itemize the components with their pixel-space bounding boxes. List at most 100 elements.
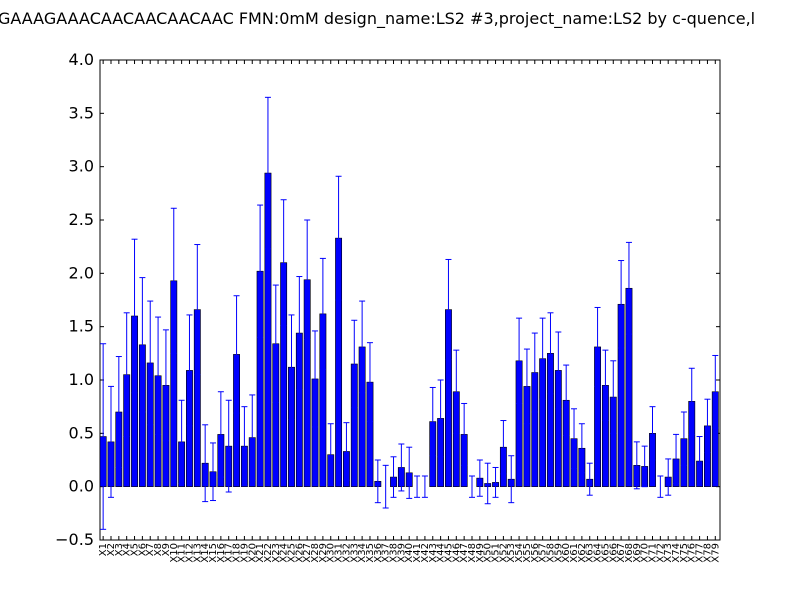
x-tick-label: X16 (216, 543, 227, 563)
x-tick-label: X75 (679, 543, 690, 563)
error-bar-X25 (288, 314, 295, 420)
error-bar-X57 (539, 317, 546, 400)
y-tick-label: 0.5 (69, 423, 94, 442)
error-bar-X26 (296, 276, 303, 391)
x-tick-label: X71 (648, 543, 659, 563)
x-axis: X1X2X3X4X5X6X7X8X9X10X11X12X13X14X15X16X… (98, 60, 721, 563)
x-tick-label: X10 (169, 543, 180, 563)
x-tick-label: X22 (263, 543, 274, 563)
error-bar-X58 (547, 312, 554, 395)
x-tick-label: X72 (655, 543, 666, 563)
x-tick-label: X2 (106, 543, 117, 556)
x-tick-label: X4 (122, 543, 133, 556)
error-bar-X78 (704, 398, 711, 454)
error-bar-X72 (657, 475, 664, 498)
y-tick-label: −0.5 (55, 530, 94, 549)
error-bar-X61 (571, 408, 578, 470)
error-bar-X48 (469, 475, 475, 498)
error-bar-X42 (421, 475, 428, 498)
error-bar-X46 (453, 349, 460, 434)
error-bar-X76 (688, 367, 695, 435)
error-bar-X32 (343, 422, 350, 481)
error-bar-X15 (210, 442, 217, 502)
x-tick-label: X43 (428, 543, 439, 563)
error-bar-X18 (233, 295, 240, 414)
error-bar-X31 (335, 175, 342, 301)
error-bar-X77 (696, 436, 703, 487)
x-tick-label: X37 (381, 543, 392, 563)
x-tick-label: X63 (585, 543, 596, 563)
x-tick-label: X48 (467, 543, 478, 563)
error-bar-X16 (217, 391, 224, 478)
x-tick-label: X34 (357, 543, 368, 563)
x-tick-label: X56 (530, 543, 541, 563)
x-tick-label: X42 (420, 543, 431, 563)
error-bar-X33 (351, 319, 358, 409)
y-tick-label: 1.0 (69, 370, 94, 389)
error-bar-X8 (155, 316, 162, 435)
error-bar-X75 (680, 411, 687, 466)
x-tick-label: X28 (310, 543, 321, 563)
error-bar-X12 (186, 314, 193, 427)
x-tick-label: X27 (302, 543, 313, 563)
x-tick-label: X24 (279, 543, 290, 563)
x-tick-label: X19 (239, 543, 250, 563)
x-tick-label: X3 (114, 543, 125, 556)
x-tick-label: X29 (318, 543, 329, 563)
x-tick-label: X12 (184, 543, 195, 563)
error-bar-X74 (673, 433, 680, 484)
error-bar-X28 (312, 330, 319, 428)
x-tick-label: X58 (545, 543, 556, 563)
error-bar-X69 (633, 441, 640, 490)
error-bar-X1 (100, 343, 107, 530)
x-tick-label: X78 (702, 543, 713, 563)
error-bar-X27 (304, 219, 311, 340)
y-axis: −0.5 0.0 0.5 1.0 1.5 2.0 2.5 3.0 3.5 4.0 (55, 50, 720, 549)
x-tick-label: X5 (130, 543, 141, 556)
error-bar-X11 (178, 399, 185, 484)
x-tick-label: X8 (153, 543, 164, 556)
x-tick-label: X61 (569, 543, 580, 563)
error-bar-X21 (257, 204, 264, 338)
x-tick-label: X59 (553, 543, 564, 563)
error-bar-X54 (516, 317, 523, 404)
error-bar-X68 (625, 241, 632, 335)
x-tick-label: X21 (255, 543, 266, 563)
x-tick-label: X68 (624, 543, 635, 563)
x-tick-label: X53 (506, 543, 517, 563)
x-tick-label: X38 (389, 543, 400, 563)
error-bar-X36 (374, 459, 381, 504)
error-bar-X51 (492, 466, 499, 498)
x-tick-label: X7 (145, 543, 156, 556)
error-bar-X73 (665, 458, 672, 496)
x-tick-label: X74 (671, 543, 682, 563)
x-tick-label: X25 (286, 543, 297, 563)
error-bar-X47 (461, 402, 468, 466)
bars (99, 172, 719, 487)
error-bar-X13 (194, 244, 201, 376)
x-tick-label: X1 (98, 543, 109, 556)
error-bar-X79 (712, 354, 719, 429)
error-bar-X14 (202, 424, 209, 503)
x-tick-label: X60 (561, 543, 572, 563)
x-tick-label: X11 (177, 543, 188, 563)
x-tick-label: X51 (491, 543, 502, 563)
x-tick-label: X64 (593, 543, 604, 563)
x-tick-label: X73 (663, 543, 674, 563)
x-tick-label: X57 (538, 543, 549, 563)
error-bar-X30 (327, 423, 334, 487)
error-bar-X37 (382, 464, 389, 509)
error-bars (100, 96, 719, 530)
x-tick-label: X9 (161, 543, 172, 556)
x-tick-label: X47 (459, 543, 470, 563)
error-bar-X40 (406, 446, 413, 499)
x-tick-label: X70 (640, 543, 651, 563)
x-tick-label: X69 (632, 543, 643, 563)
x-tick-label: X20 (247, 543, 258, 563)
error-bar-X41 (414, 475, 421, 498)
error-bar-X56 (531, 332, 538, 413)
x-tick-label: X35 (365, 543, 376, 563)
error-bar-X5 (131, 238, 138, 394)
